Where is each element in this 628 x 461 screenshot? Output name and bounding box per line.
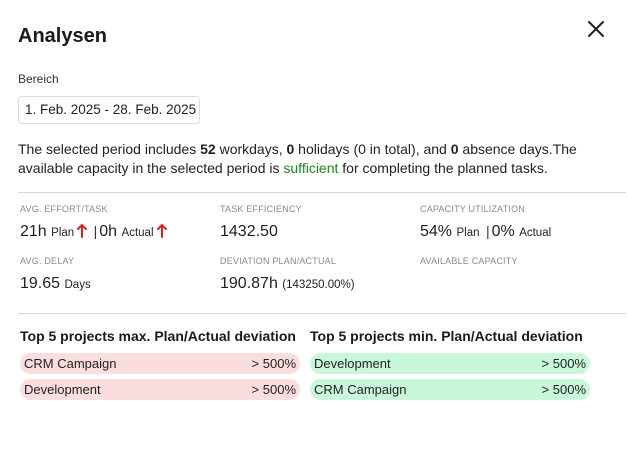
avg-delay-unit: Days xyxy=(64,279,91,291)
avg-effort-actual-label: Actual xyxy=(121,227,154,239)
avg-delay-number: 19.65 xyxy=(20,275,61,292)
capacity-plan-value: 54% xyxy=(420,223,453,240)
project-deviation: > 500% xyxy=(541,356,586,371)
project-name: Development xyxy=(24,382,101,397)
task-efficiency-value: 1432.50 xyxy=(220,223,278,240)
divider-bottom xyxy=(18,313,626,314)
project-deviation: > 500% xyxy=(251,356,296,371)
avg-effort-separator: | xyxy=(93,223,98,239)
holidays-count: 0 xyxy=(286,141,295,157)
deviation-percent: (143250.00%) xyxy=(282,279,355,291)
deviation-label: DEVIATION PLAN/ACTUAL xyxy=(220,256,337,266)
project-deviation: > 500% xyxy=(251,382,296,397)
avg-effort-label: AVG. EFFORT/TASK xyxy=(20,204,108,214)
project-name: CRM Campaign xyxy=(24,356,117,371)
avg-effort-plan-label: Plan xyxy=(51,227,75,239)
available-capacity-label: AVAILABLE CAPACITY xyxy=(420,256,518,266)
avg-delay-label: AVG. DELAY xyxy=(20,256,75,266)
top-max-item[interactable]: Development > 500% xyxy=(20,379,300,400)
project-deviation: > 500% xyxy=(541,382,586,397)
dialog-title: Analysen xyxy=(18,25,107,47)
arrow-up-icon xyxy=(156,224,167,238)
capacity-status: sufficient xyxy=(283,160,339,176)
deviation-value: 190.87h (143250.00%) xyxy=(220,275,355,293)
avg-effort-plan-value: 21h xyxy=(20,223,47,240)
close-icon xyxy=(588,21,604,37)
project-name: CRM Campaign xyxy=(314,382,407,397)
capacity-separator: | xyxy=(485,223,490,239)
top-max-title: Top 5 projects max. Plan/Actual deviatio… xyxy=(20,328,296,344)
capacity-actual-value: 0% xyxy=(491,223,515,240)
capacity-utilization-value: 54% Plan | 0% Actual xyxy=(420,223,551,241)
top-min-item[interactable]: Development > 500% xyxy=(310,353,590,374)
avg-effort-value: 21h Plan | 0h Actual xyxy=(20,223,167,241)
top-min-title: Top 5 projects min. Plan/Actual deviatio… xyxy=(310,328,583,344)
date-range-field[interactable]: 1. Feb. 2025 - 28. Feb. 2025 xyxy=(18,96,200,124)
summary-text-4: absence days.The available capacity in t… xyxy=(18,141,577,176)
capacity-summary: The selected period includes 52 workdays… xyxy=(18,140,608,178)
close-button[interactable] xyxy=(584,17,608,41)
task-efficiency-label: TASK EFFICIENCY xyxy=(220,204,302,214)
range-label: Bereich xyxy=(18,72,59,86)
absence-count: 0 xyxy=(450,141,459,157)
project-name: Development xyxy=(314,356,391,371)
capacity-plan-label: Plan xyxy=(456,227,480,239)
summary-text-2: workdays, xyxy=(215,141,287,157)
capacity-utilization-label: CAPACITY UTILIZATION xyxy=(420,204,526,214)
top-max-item[interactable]: CRM Campaign > 500% xyxy=(20,353,300,374)
summary-text-3: holidays (0 in total), and xyxy=(294,141,451,157)
workdays-count: 52 xyxy=(200,141,216,157)
capacity-actual-label: Actual xyxy=(519,227,552,239)
summary-text-1: The selected period includes xyxy=(18,141,201,157)
avg-delay-value: 19.65 Days xyxy=(20,275,91,293)
top-min-item[interactable]: CRM Campaign > 500% xyxy=(310,379,590,400)
summary-text-5: for completing the planned tasks. xyxy=(338,160,548,176)
avg-effort-actual-value: 0h xyxy=(99,223,118,240)
deviation-hours: 190.87h xyxy=(220,275,278,292)
divider-top xyxy=(18,192,626,193)
arrow-up-icon xyxy=(77,224,88,238)
